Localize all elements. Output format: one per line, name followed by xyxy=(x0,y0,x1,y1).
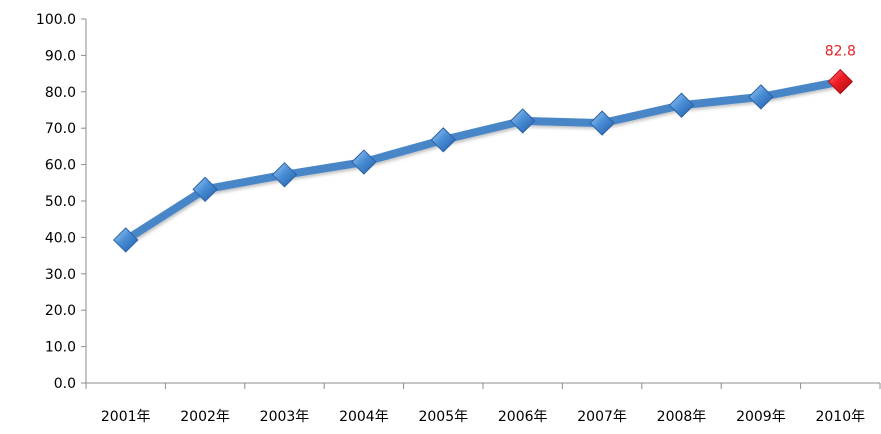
y-tick-label: 80.0 xyxy=(45,85,76,101)
data-point xyxy=(668,92,695,118)
x-tick-label: 2005年 xyxy=(418,409,468,425)
data-point xyxy=(430,127,457,153)
y-tick-label: 90.0 xyxy=(45,48,76,64)
y-tick-label: 30.0 xyxy=(45,267,76,283)
y-tick-label: 70.0 xyxy=(45,121,76,137)
x-tick-label: 2007年 xyxy=(577,409,627,425)
series-line xyxy=(121,77,845,244)
x-tick-label: 2006年 xyxy=(498,409,548,425)
x-tick-label: 2008年 xyxy=(657,409,707,425)
data-point xyxy=(271,162,298,188)
y-tick-label: 50.0 xyxy=(45,194,76,210)
marker-layer xyxy=(112,68,854,253)
data-point xyxy=(351,149,377,175)
data-label: 82.8 xyxy=(825,44,856,60)
y-tick-label: 20.0 xyxy=(45,303,76,319)
x-tick-label: 2003年 xyxy=(260,409,310,425)
x-tick-label: 2010年 xyxy=(815,409,865,425)
x-tick-label: 2002年 xyxy=(180,409,230,425)
y-axis-ticks: 0.0 10.0 20.0 30.0 40.0 50.0 60.0 70.0 80.0 90.0 1… xyxy=(36,12,86,392)
x-tick-label: 2009年 xyxy=(736,409,786,425)
x-tick-label: 2001年 xyxy=(101,409,151,425)
data-point-highlight xyxy=(827,68,854,95)
data-point xyxy=(112,227,139,253)
y-tick-label: 10.0 xyxy=(45,340,76,356)
data-point xyxy=(589,110,615,136)
y-tick-label: 100.0 xyxy=(36,12,76,28)
x-tick-label: 2004年 xyxy=(339,409,389,425)
data-point xyxy=(748,84,774,110)
data-point xyxy=(192,176,218,203)
y-tick-label: 60.0 xyxy=(45,158,76,174)
annotation-layer: 82.8 xyxy=(825,44,856,60)
y-tick-label: 40.0 xyxy=(45,230,76,246)
series-line-layer xyxy=(121,77,845,244)
data-point xyxy=(509,108,536,134)
y-tick-label: 0.0 xyxy=(54,376,76,392)
x-axis-ticks: 2001年 2002年 2003年 2004年 2005年 2006年 2007年 2008年… xyxy=(85,383,881,425)
